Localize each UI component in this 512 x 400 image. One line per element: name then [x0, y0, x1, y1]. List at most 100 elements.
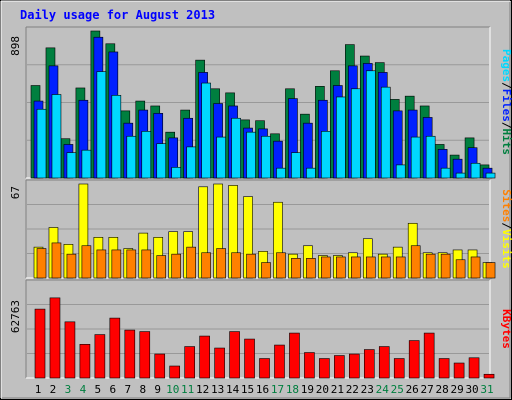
bar-pages-day-16 — [261, 135, 271, 179]
bar-kbytes-day-4 — [79, 344, 91, 379]
bar-pages-day-9 — [156, 143, 167, 179]
x-label-day-15: 15 — [241, 383, 254, 396]
bar-pages-day-1 — [36, 108, 47, 179]
bar-pages-day-20 — [321, 131, 331, 179]
bar-pages-day-26 — [410, 136, 421, 179]
bar-sites-day-19 — [306, 258, 316, 279]
legend-kbytes: KBytes — [500, 309, 512, 349]
bar-pages-day-5 — [96, 71, 107, 179]
bar-kbytes-day-13 — [214, 347, 225, 379]
bar-sites-day-12 — [201, 252, 211, 279]
x-label-day-28: 28 — [436, 383, 449, 396]
bar-pages-day-11 — [186, 146, 196, 179]
bar-pages-day-7 — [126, 135, 137, 179]
panel-hits-files-pages: 898 Pages/Files/Hits — [9, 26, 512, 179]
bar-kbytes-day-15 — [244, 338, 255, 379]
x-label-day-7: 7 — [124, 383, 131, 396]
bar-pages-day-19 — [306, 167, 316, 179]
bar-sites-day-13 — [216, 248, 226, 279]
bar-sites-day-27 — [425, 253, 436, 279]
x-label-day-1: 1 — [35, 383, 42, 396]
bar-sites-day-8 — [141, 249, 152, 279]
x-label-day-11: 11 — [181, 383, 194, 396]
bar-kbytes-day-19 — [304, 352, 315, 379]
bar-kbytes-day-30 — [468, 357, 480, 379]
bar-kbytes-day-12 — [199, 335, 210, 379]
bar-pages-day-10 — [171, 167, 182, 179]
x-label-day-16: 16 — [256, 383, 269, 396]
bar-pages-day-18 — [291, 152, 301, 179]
x-label-day-30: 30 — [465, 383, 478, 396]
bar-sites-day-5 — [96, 249, 107, 279]
bar-kbytes-day-16 — [259, 358, 270, 379]
bar-pages-day-25 — [395, 164, 406, 179]
bar-pages-day-23 — [365, 70, 376, 179]
x-label-day-17: 17 — [271, 383, 284, 396]
bar-pages-day-2 — [51, 94, 62, 179]
x-label-day-21: 21 — [331, 383, 344, 396]
bar-kbytes-day-21 — [334, 355, 345, 379]
bar-kbytes-day-18 — [289, 332, 300, 379]
bar-pages-day-21 — [336, 96, 346, 179]
legend-item-pages: Pages — [500, 49, 512, 82]
legend-item-sites: Sites — [500, 189, 512, 222]
bar-pages-day-13 — [216, 136, 226, 179]
bar-kbytes-day-5 — [94, 334, 106, 379]
bar-pages-day-27 — [425, 135, 436, 179]
bar-pages-day-29 — [455, 172, 466, 179]
bar-sites-day-6 — [111, 249, 122, 279]
bar-sites-day-15 — [246, 253, 256, 279]
x-label-day-18: 18 — [286, 383, 299, 396]
bar-sites-day-7 — [126, 249, 137, 279]
bar-sites-day-31 — [485, 262, 496, 279]
bar-pages-day-8 — [141, 131, 152, 179]
x-label-day-23: 23 — [361, 383, 374, 396]
bar-kbytes-day-31 — [483, 373, 495, 379]
bar-kbytes-day-11 — [184, 346, 195, 379]
bar-sites-day-26 — [410, 245, 421, 279]
chart-title: Daily usage for August 2013 — [20, 8, 215, 22]
x-label-day-5: 5 — [95, 383, 102, 396]
bar-pages-day-3 — [66, 152, 77, 179]
bar-kbytes-day-25 — [393, 358, 405, 379]
bar-kbytes-day-9 — [154, 353, 166, 379]
x-label-day-27: 27 — [421, 383, 434, 396]
bar-kbytes-day-23 — [363, 349, 375, 379]
x-label-day-12: 12 — [196, 383, 209, 396]
panel-visits-sites: 67 Sites/Visits — [9, 179, 512, 279]
bar-sites-day-23 — [365, 256, 376, 279]
x-label-day-25: 25 — [391, 383, 404, 396]
bar-sites-day-18 — [291, 258, 301, 279]
bar-sites-day-14 — [231, 252, 241, 279]
bar-sites-day-24 — [380, 256, 391, 279]
x-label-day-20: 20 — [316, 383, 329, 396]
bar-sites-day-10 — [171, 253, 182, 279]
bar-sites-day-25 — [395, 256, 406, 279]
x-label-day-29: 29 — [450, 383, 463, 396]
bar-kbytes-day-26 — [408, 340, 420, 379]
bar-kbytes-day-8 — [139, 331, 151, 379]
bar-pages-day-14 — [231, 117, 241, 179]
bar-kbytes-day-2 — [49, 297, 61, 379]
bar-sites-day-29 — [455, 259, 466, 279]
bar-kbytes-day-22 — [349, 353, 360, 379]
bar-sites-day-28 — [440, 253, 451, 279]
legend-visits-sites: Sites/Visits — [500, 189, 512, 269]
bar-sites-day-4 — [81, 245, 92, 279]
bar-pages-day-6 — [111, 95, 122, 179]
x-label-day-24: 24 — [376, 383, 390, 396]
bar-sites-day-3 — [66, 253, 77, 279]
x-label-day-14: 14 — [226, 383, 240, 396]
bar-kbytes-day-24 — [378, 346, 390, 379]
bar-kbytes-day-20 — [319, 358, 330, 379]
bar-kbytes-day-17 — [274, 344, 285, 379]
x-label-day-4: 4 — [80, 383, 87, 396]
bar-sites-day-22 — [351, 256, 361, 279]
bar-pages-day-24 — [380, 86, 391, 179]
x-label-day-22: 22 — [346, 383, 359, 396]
bar-pages-day-12 — [201, 82, 211, 179]
bar-kbytes-day-7 — [124, 329, 136, 379]
legend-hits-files-pages: Pages/Files/Hits — [500, 49, 512, 155]
